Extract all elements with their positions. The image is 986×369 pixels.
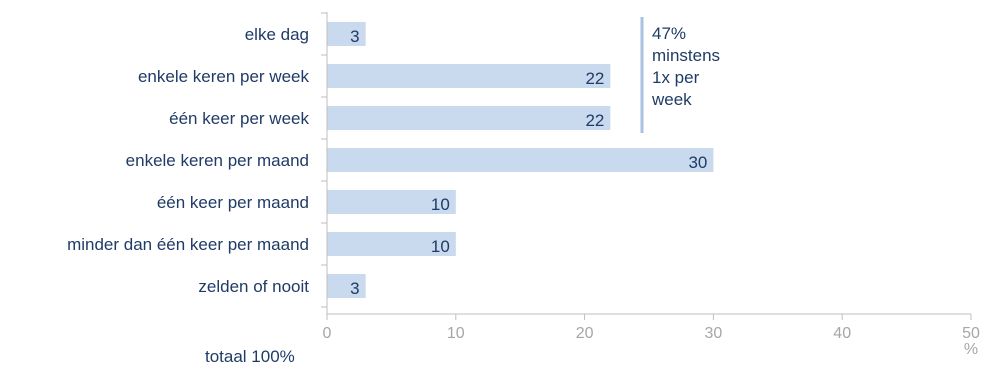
bar bbox=[327, 274, 366, 298]
bars-group bbox=[327, 22, 714, 298]
category-label: zelden of nooit bbox=[198, 277, 309, 296]
annotation-line: week bbox=[651, 90, 692, 109]
x-tick-label: 50 bbox=[962, 325, 980, 342]
category-label: één keer per week bbox=[169, 109, 309, 128]
category-label: enkele keren per week bbox=[138, 67, 310, 86]
axes-group: 0 10 20 30 40 50 bbox=[321, 12, 980, 342]
annotation-line: 1x per bbox=[652, 68, 700, 87]
x-tick-label: 30 bbox=[705, 325, 723, 342]
data-label: 3 bbox=[350, 279, 359, 298]
data-label: 10 bbox=[431, 237, 450, 256]
data-label: 30 bbox=[688, 153, 707, 172]
x-tick-label: 20 bbox=[576, 325, 594, 342]
bar bbox=[327, 106, 611, 130]
bar bbox=[327, 232, 456, 256]
data-label: 22 bbox=[585, 111, 604, 130]
category-label: één keer per maand bbox=[157, 193, 309, 212]
annotation-line: 47% bbox=[652, 24, 686, 43]
annotation-group: 47% minstens 1x per week bbox=[640, 17, 720, 133]
bar bbox=[327, 148, 714, 172]
footer-total: totaal 100% bbox=[205, 347, 295, 366]
x-tick-label: 0 bbox=[323, 325, 332, 342]
category-label: elke dag bbox=[245, 25, 309, 44]
category-label: minder dan één keer per maand bbox=[67, 235, 309, 254]
annotation-text: 47% minstens 1x per week bbox=[651, 24, 720, 109]
x-tick-label: 40 bbox=[833, 325, 851, 342]
annotation-line: minstens bbox=[652, 46, 720, 65]
x-tick-label: 10 bbox=[447, 325, 465, 342]
data-label: 22 bbox=[585, 69, 604, 88]
x-axis-unit: % bbox=[964, 341, 978, 358]
category-label: enkele keren per maand bbox=[126, 151, 309, 170]
data-label: 3 bbox=[350, 27, 359, 46]
value-labels: 3 22 22 30 10 10 3 bbox=[350, 27, 707, 298]
bar bbox=[327, 64, 611, 88]
category-labels: elke dag enkele keren per week één keer pe… bbox=[67, 25, 309, 296]
bar bbox=[327, 190, 456, 214]
data-label: 10 bbox=[431, 195, 450, 214]
bar bbox=[327, 22, 366, 46]
